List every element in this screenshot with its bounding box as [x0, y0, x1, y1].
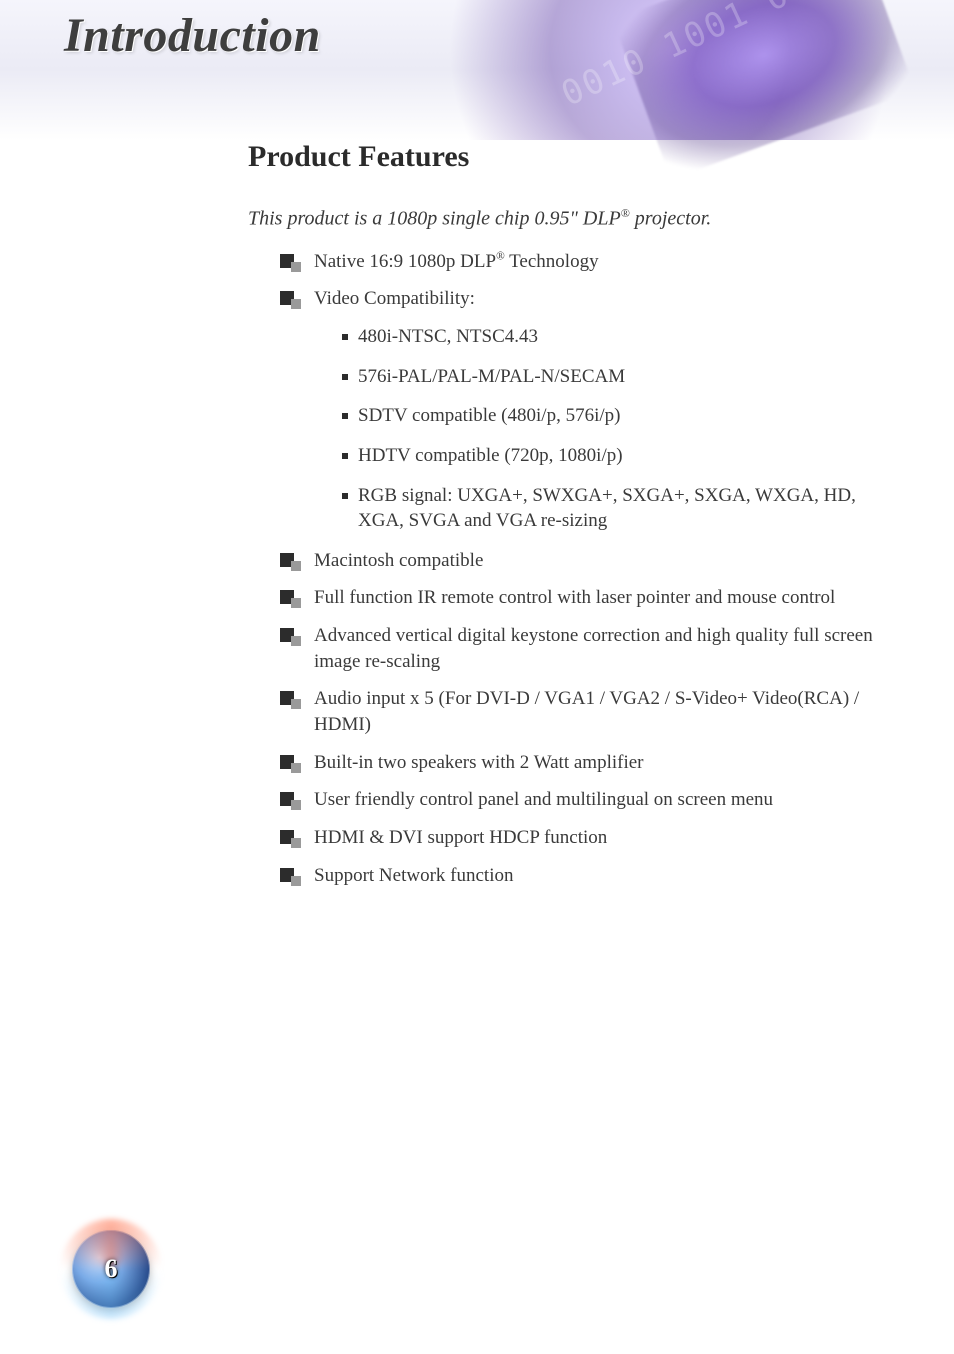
- feature-item: Video Compatibility: 480i-NTSC, NTSC4.43…: [280, 286, 888, 533]
- content-area: Product Features This product is a 1080p…: [248, 140, 888, 900]
- feature-item: Built-in two speakers with 2 Watt amplif…: [280, 750, 888, 776]
- feature-item: Native 16:9 1080p DLP® Technology: [280, 249, 888, 275]
- feature-subitem: 576i-PAL/PAL-M/PAL-N/SECAM: [342, 364, 888, 390]
- feature-text: Video Compatibility:: [314, 288, 475, 309]
- feature-item: Full function IR remote control with las…: [280, 585, 888, 611]
- section-title: Product Features: [248, 140, 888, 174]
- feature-text: Support Network function: [314, 865, 513, 886]
- intro-line: This product is a 1080p single chip 0.95…: [248, 206, 888, 231]
- feature-text: Advanced vertical digital keystone corre…: [314, 625, 873, 672]
- feature-subitem: 480i-NTSC, NTSC4.43: [342, 324, 888, 350]
- page-number-badge: 6: [72, 1230, 150, 1308]
- feature-text: Macintosh compatible: [314, 550, 483, 571]
- feature-text: HDMI & DVI support HDCP function: [314, 827, 607, 848]
- chapter-title: Introduction: [64, 8, 321, 63]
- feature-item: User friendly control panel and multilin…: [280, 787, 888, 813]
- feature-text: Built-in two speakers with 2 Watt amplif…: [314, 752, 644, 773]
- feature-item: Audio input x 5 (For DVI-D / VGA1 / VGA2…: [280, 686, 888, 737]
- feature-sublist: 480i-NTSC, NTSC4.43 576i-PAL/PAL-M/PAL-N…: [314, 324, 888, 534]
- feature-item: HDMI & DVI support HDCP function: [280, 825, 888, 851]
- feature-text: Full function IR remote control with las…: [314, 587, 835, 608]
- page-number: 6: [105, 1254, 118, 1284]
- feature-text: Audio input x 5 (For DVI-D / VGA1 / VGA2…: [314, 688, 859, 735]
- feature-item: Macintosh compatible: [280, 548, 888, 574]
- feature-subitem: SDTV compatible (480i/p, 576i/p): [342, 403, 888, 429]
- feature-list: Native 16:9 1080p DLP® Technology Video …: [248, 249, 888, 889]
- feature-item: Advanced vertical digital keystone corre…: [280, 623, 888, 674]
- feature-text: User friendly control panel and multilin…: [314, 789, 773, 810]
- feature-subitem: RGB signal: UXGA+, SWXGA+, SXGA+, SXGA, …: [342, 483, 888, 534]
- feature-text: Native 16:9 1080p DLP® Technology: [314, 251, 599, 272]
- feature-item: Support Network function: [280, 863, 888, 889]
- feature-subitem: HDTV compatible (720p, 1080i/p): [342, 443, 888, 469]
